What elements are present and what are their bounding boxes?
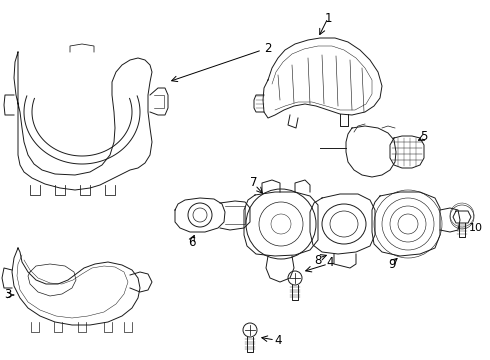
Text: 9: 9 <box>388 257 396 270</box>
Text: 8: 8 <box>314 253 322 266</box>
Text: 4: 4 <box>326 256 334 270</box>
Text: 1: 1 <box>324 12 332 24</box>
Text: 4: 4 <box>274 333 282 346</box>
Text: 5: 5 <box>420 130 428 143</box>
Text: 7: 7 <box>250 175 258 189</box>
Text: 6: 6 <box>188 235 196 248</box>
Text: 3: 3 <box>4 288 12 302</box>
Text: 2: 2 <box>264 41 272 54</box>
Text: 10: 10 <box>469 223 483 233</box>
